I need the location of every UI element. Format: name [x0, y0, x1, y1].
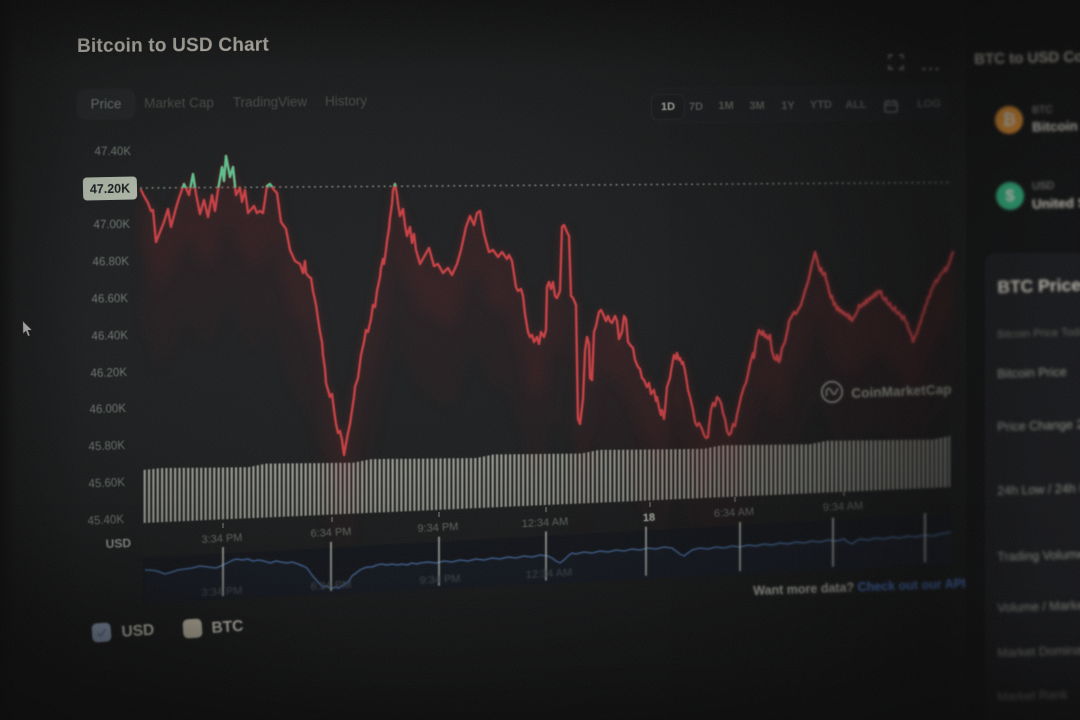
y-tick-46.80K: 46.80K: [92, 256, 129, 269]
stats-row-3: Trading Volume: [997, 547, 1080, 564]
y-tick-46.20K: 46.20K: [90, 366, 127, 380]
x-tick-mark-6: [843, 491, 845, 496]
legend-checkbox-btc[interactable]: [182, 618, 203, 639]
converter-title: BTC to USD Converter: [974, 47, 1080, 68]
stats-row-4: Volume / Market Cap: [997, 597, 1080, 615]
btc-symbol: BTC: [1031, 103, 1054, 117]
navigator-label-2: 9:34 PM: [419, 572, 461, 588]
navigator-label-0: 3:34 PM: [201, 584, 243, 600]
x-tick-mark-1: [331, 517, 333, 522]
mouse-cursor: [22, 320, 34, 337]
legend-label-usd: USD: [121, 621, 155, 641]
navigator-label-3: 12:34 AM: [525, 566, 573, 582]
checkmark-icon: [96, 628, 107, 638]
y-tick-46.00K: 46.00K: [89, 403, 127, 417]
stats-row-0: Bitcoin Price: [997, 364, 1067, 381]
usd-coin-icon: $: [996, 182, 1024, 210]
current-price-value: 47.20K: [89, 181, 131, 196]
x-tick-9-34-AM: 9:34 AM: [822, 499, 864, 515]
x-tick-18: 18: [642, 511, 656, 525]
current-price-dotted-line: [139, 181, 953, 189]
x-tick-mark-3: [545, 507, 547, 512]
stats-row-1: Price Change 24h: [997, 416, 1080, 434]
x-tick-6-34-AM: 6:34 AM: [713, 505, 755, 521]
current-price-badge: 47.20K: [82, 176, 138, 201]
y-tick-47.00K: 47.00K: [93, 219, 130, 232]
y-tick-47.40K: 47.40K: [94, 146, 132, 159]
y-tick-46.60K: 46.60K: [91, 293, 129, 306]
stats-title: BTC Price Statistics: [997, 272, 1080, 297]
legend-label-btc: BTC: [211, 617, 244, 637]
y-tick-46.40K: 46.40K: [90, 330, 128, 343]
cursor-arrow-shape: [22, 320, 34, 337]
x-tick-6-34-PM: 6:34 PM: [310, 525, 352, 541]
navigator-label-1: 6:34 PM: [310, 578, 352, 594]
stats-row-6: Market Rank: [997, 687, 1069, 704]
usd-name: United States Dollar: [1031, 193, 1080, 212]
x-tick-mark-0: [222, 523, 224, 528]
x-tick-3-34-PM: 3:34 PM: [201, 531, 243, 547]
btc-name: Bitcoin: [1031, 118, 1078, 135]
legend-checkbox-usd[interactable]: [91, 622, 112, 643]
dollar-glyph: $: [1005, 186, 1015, 205]
x-tick-mark-2: [438, 512, 440, 517]
stats-row-2: 24h Low / 24h High: [997, 481, 1080, 498]
x-tick-mark-4: [649, 502, 651, 507]
x-tick-mark-5: [734, 497, 736, 502]
x-tick-9-34-PM: 9:34 PM: [417, 520, 459, 536]
stats-row-5: Market Dominance: [997, 642, 1080, 660]
bitcoin-glyph: ₿: [1002, 110, 1016, 129]
x-tick-12-34-AM: 12:34 AM: [521, 515, 569, 531]
btc-coin-icon: ₿: [995, 106, 1023, 134]
stats-subheading: Bitcoin Price Today: [997, 326, 1080, 341]
usd-symbol: USD: [1031, 179, 1055, 193]
